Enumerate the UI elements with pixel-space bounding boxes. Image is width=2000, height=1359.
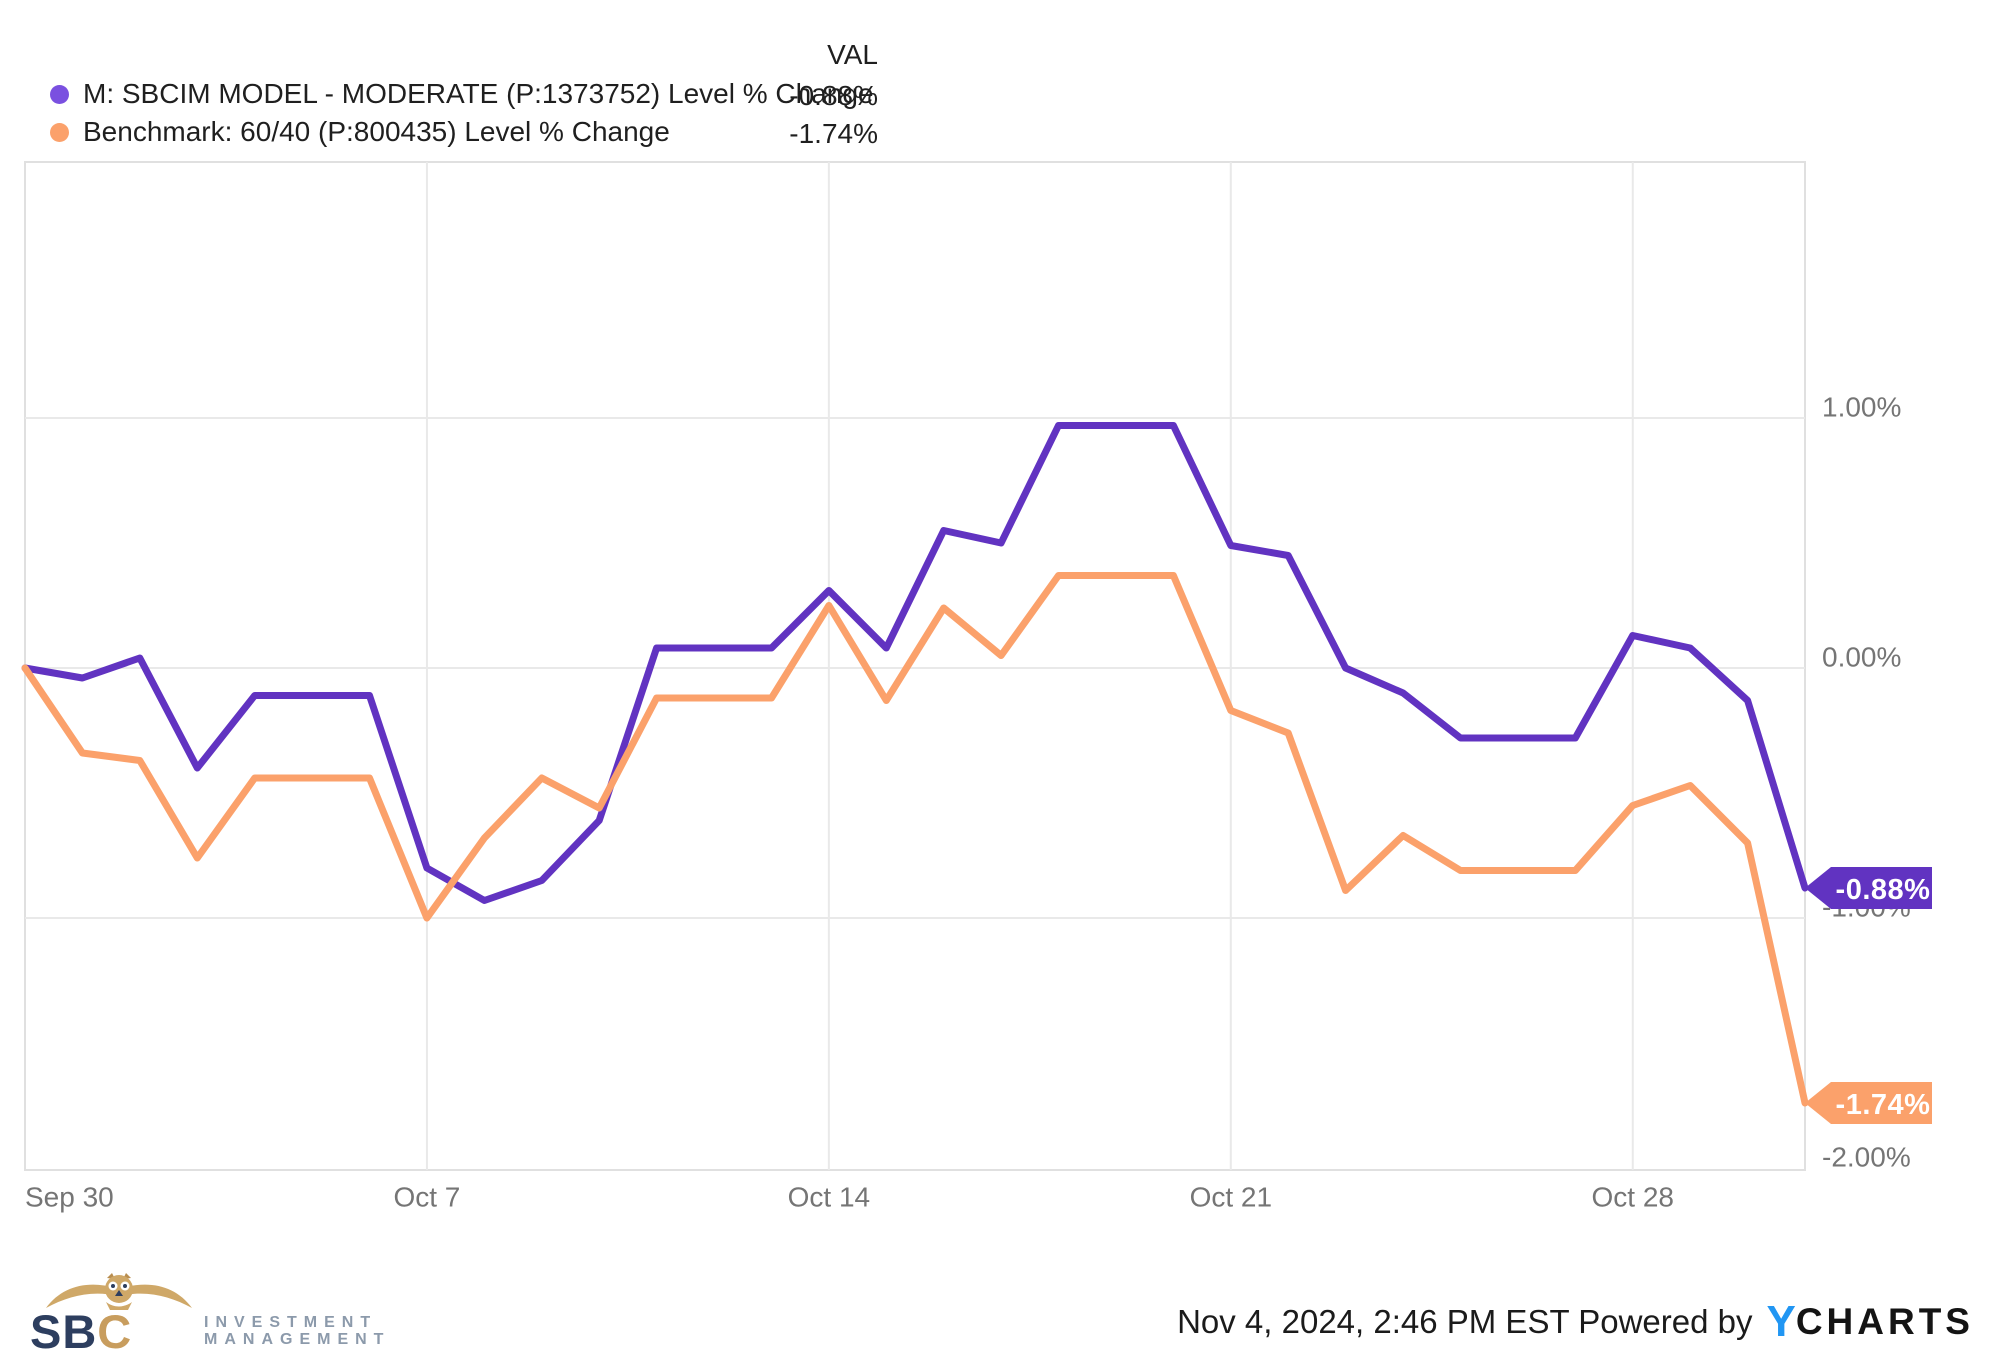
sbc-logo-subtext: INVESTMENT MANAGEMENT (204, 1314, 390, 1352)
vertical-gridlines (425, 162, 1634, 1170)
benchmark-series-value: -1.74% (789, 118, 878, 149)
y-tick-1.00%: 1.00% (1822, 392, 1901, 423)
horizontal-gridlines (25, 417, 1805, 919)
y-tick-0.00%: 0.00% (1822, 642, 1901, 673)
powered-by-text: Powered by (1578, 1303, 1753, 1340)
timestamp-text: Nov 4, 2024, 2:46 PM EST (1177, 1303, 1570, 1340)
y-tick--2.00%: -2.00% (1822, 1142, 1911, 1173)
benchmark-badge-arrow-shape (1805, 1082, 1932, 1124)
benchmark-series-dot-icon (50, 122, 69, 142)
sbc-subtext-management: MANAGEMENT (204, 1331, 391, 1348)
ycharts-logo[interactable]: Y CHARTS (1766, 1297, 1974, 1346)
benchmark-series-label: Benchmark: 60/40 (P:800435) Level % Chan… (83, 116, 670, 147)
val-column-header: VAL (827, 39, 878, 70)
timestamp: Nov 4, 2024, 2:46 PM EST Powered by (1177, 1303, 1752, 1341)
benchmark-badge-text: -1.74% (1836, 1089, 1931, 1121)
x-tick-Oct 21: Oct 21 (1190, 1182, 1272, 1213)
x-tick-Oct 14: Oct 14 (788, 1182, 870, 1213)
chart-attribution: Nov 4, 2024, 2:46 PM EST Powered by Y CHA… (1177, 1297, 1974, 1346)
ycharts-wordmark: CHARTS (1795, 1301, 1974, 1342)
x-axis-labels: Sep 30 Oct 7 Oct 14 Oct 21 Oct 28 (25, 1182, 1674, 1213)
x-tick-Oct 7: Oct 7 (393, 1182, 460, 1213)
benchmark-series-line[interactable] (21, 572, 1809, 1107)
model-series-line[interactable] (21, 422, 1809, 904)
sbc-letters-navy: SB (30, 1305, 98, 1358)
sbc-wordmark: SBC (30, 1308, 194, 1355)
model-badge-arrow-shape (1805, 867, 1932, 909)
sbc-letter-gold: C (97, 1305, 133, 1358)
benchmark-end-value-badge: -1.74% (1805, 1082, 1932, 1124)
model-series-value: -0.88% (789, 80, 878, 111)
legend-item-model[interactable]: M: SBCIM MODEL - MODERATE (P:1373752) Le… (50, 78, 874, 109)
legend-item-benchmark[interactable]: Benchmark: 60/40 (P:800435) Level % Chan… (50, 116, 670, 147)
x-tick-Oct 28: Oct 28 (1591, 1182, 1673, 1213)
ycharts-y-glyph: Y (1766, 1297, 1796, 1346)
model-end-value-badge: -0.88% (1805, 867, 1932, 909)
y-axis-labels: 1.00%0.00%-1.00%-2.00% (1822, 392, 1911, 1173)
plot-area[interactable] (24, 161, 1806, 1171)
x-tick-Sep 30: Sep 30 (25, 1182, 114, 1213)
owl-icon (46, 1273, 192, 1310)
sbc-subtext-investment: INVESTMENT (204, 1314, 378, 1331)
model-series-label: M: SBCIM MODEL - MODERATE (P:1373752) Le… (83, 78, 874, 109)
model-badge-text: -0.88% (1836, 874, 1931, 906)
sbc-logo-mark: SBC (30, 1272, 194, 1355)
sbc-investment-management-logo: SBC INVESTMENT MANAGEMENT (30, 1272, 390, 1355)
model-series-dot-icon (50, 84, 69, 104)
